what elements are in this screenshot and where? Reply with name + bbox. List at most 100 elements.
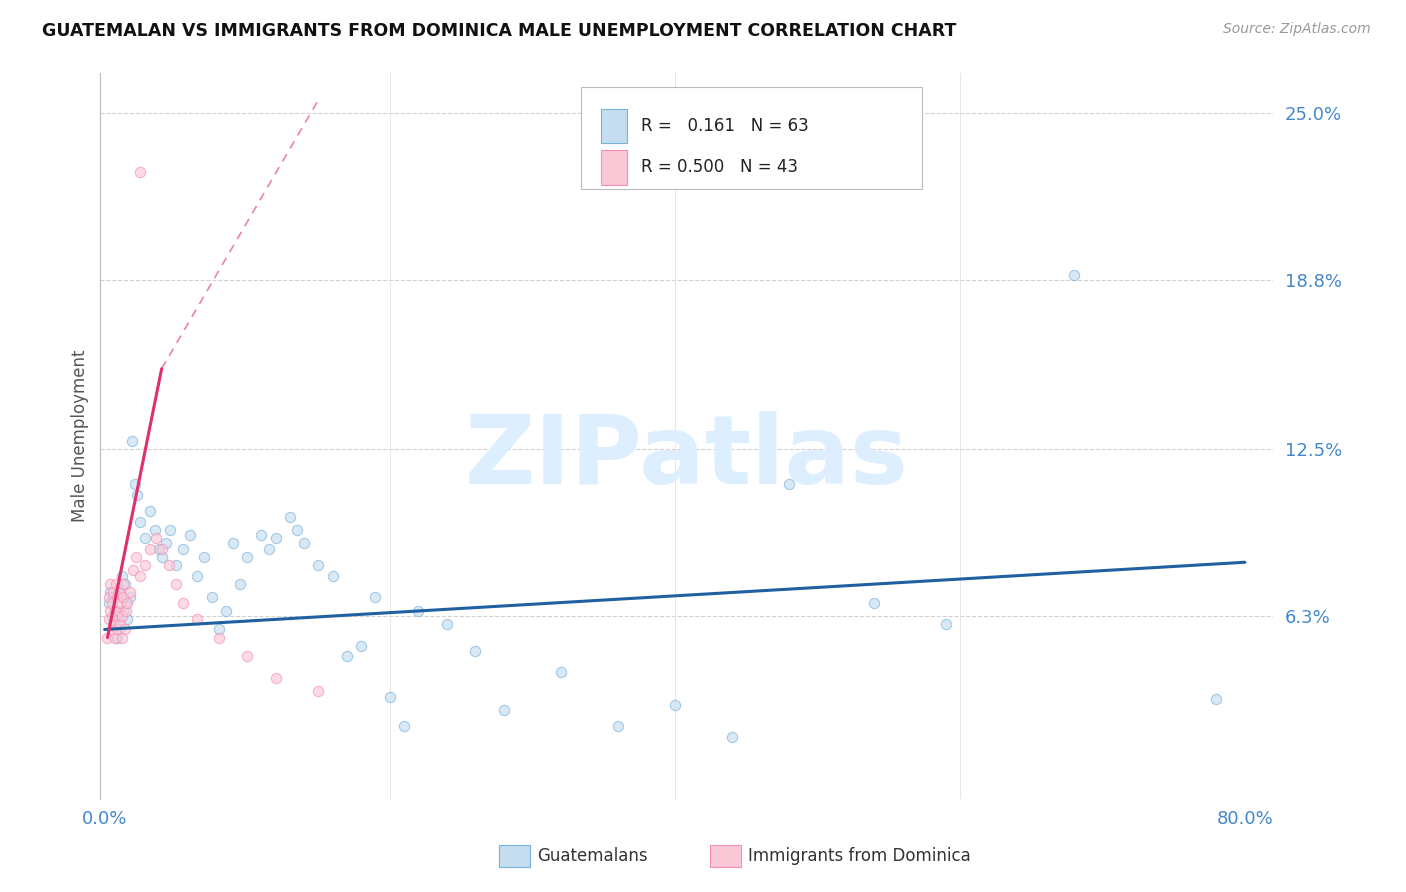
Point xyxy=(1063,268,1085,282)
Point xyxy=(105,604,128,618)
Point xyxy=(236,549,259,564)
Point xyxy=(222,536,245,550)
Point xyxy=(110,617,132,632)
Point xyxy=(112,604,135,618)
Point xyxy=(307,684,329,698)
Point xyxy=(121,434,143,449)
Point xyxy=(193,549,215,564)
Point xyxy=(105,576,128,591)
Text: GUATEMALAN VS IMMIGRANTS FROM DOMINICA MALE UNEMPLOYMENT CORRELATION CHART: GUATEMALAN VS IMMIGRANTS FROM DOMINICA M… xyxy=(42,22,956,40)
Point xyxy=(134,558,156,572)
FancyBboxPatch shape xyxy=(581,87,921,189)
Point xyxy=(108,582,131,596)
Point xyxy=(492,703,515,717)
Point xyxy=(215,604,238,618)
Point xyxy=(108,604,131,618)
Point xyxy=(115,604,138,618)
Text: Source: ZipAtlas.com: Source: ZipAtlas.com xyxy=(1223,22,1371,37)
Point xyxy=(129,165,152,179)
Text: Guatemalans: Guatemalans xyxy=(537,847,648,865)
Point xyxy=(125,549,148,564)
Point xyxy=(120,591,142,605)
Point xyxy=(98,576,121,591)
Point xyxy=(664,698,686,712)
Point xyxy=(112,591,135,605)
Point xyxy=(863,596,886,610)
Point xyxy=(108,584,131,599)
Point xyxy=(436,617,458,632)
Point xyxy=(101,584,124,599)
Point xyxy=(186,612,208,626)
Point xyxy=(117,596,139,610)
Point xyxy=(97,596,120,610)
Point xyxy=(322,568,344,582)
Point xyxy=(159,523,181,537)
Point xyxy=(406,604,429,618)
Point xyxy=(720,730,742,744)
Point xyxy=(257,541,280,556)
Point xyxy=(139,541,162,556)
Point xyxy=(104,604,127,618)
Point xyxy=(1205,692,1227,706)
Point xyxy=(105,609,128,624)
Point xyxy=(292,536,315,550)
Point xyxy=(134,531,156,545)
Point xyxy=(364,591,387,605)
Point xyxy=(378,690,401,704)
Y-axis label: Male Unemployment: Male Unemployment xyxy=(72,350,89,522)
Text: ZIPatlas: ZIPatlas xyxy=(465,411,908,504)
Point xyxy=(350,639,373,653)
Point xyxy=(229,576,252,591)
Point xyxy=(150,549,173,564)
Point xyxy=(97,591,120,605)
Point xyxy=(778,477,800,491)
Point xyxy=(307,558,329,572)
Text: R = 0.500   N = 43: R = 0.500 N = 43 xyxy=(641,159,799,177)
Point xyxy=(264,531,287,545)
Point xyxy=(165,576,187,591)
Point xyxy=(96,631,118,645)
Point xyxy=(172,541,194,556)
Point xyxy=(200,591,222,605)
Point xyxy=(100,596,122,610)
FancyBboxPatch shape xyxy=(602,109,627,144)
Point xyxy=(101,591,124,605)
Point xyxy=(392,719,415,733)
Point xyxy=(172,596,194,610)
Point xyxy=(129,568,152,582)
Point xyxy=(100,623,122,637)
Point xyxy=(179,528,201,542)
Point xyxy=(143,523,166,537)
Text: R =   0.161   N = 63: R = 0.161 N = 63 xyxy=(641,117,808,135)
Point xyxy=(114,576,136,591)
Point xyxy=(186,568,208,582)
Point xyxy=(110,596,132,610)
Point xyxy=(935,617,957,632)
Point xyxy=(464,644,486,658)
Point xyxy=(129,515,152,529)
Point xyxy=(110,623,132,637)
Point xyxy=(139,504,162,518)
Point xyxy=(97,612,120,626)
Point xyxy=(157,558,180,572)
Point xyxy=(150,541,173,556)
Point xyxy=(165,558,187,572)
Point xyxy=(111,631,134,645)
Point xyxy=(98,604,121,618)
Point xyxy=(550,665,572,680)
Point xyxy=(104,617,127,632)
Point xyxy=(250,528,273,542)
Point xyxy=(104,631,127,645)
FancyBboxPatch shape xyxy=(602,150,627,185)
Point xyxy=(336,649,359,664)
Point xyxy=(145,531,167,545)
Point xyxy=(100,609,122,624)
Point xyxy=(117,612,139,626)
Point xyxy=(278,509,301,524)
Point xyxy=(111,609,134,624)
Point xyxy=(264,671,287,685)
Text: Immigrants from Dominica: Immigrants from Dominica xyxy=(748,847,970,865)
Point xyxy=(115,596,138,610)
Point xyxy=(208,631,231,645)
Point xyxy=(107,591,129,605)
